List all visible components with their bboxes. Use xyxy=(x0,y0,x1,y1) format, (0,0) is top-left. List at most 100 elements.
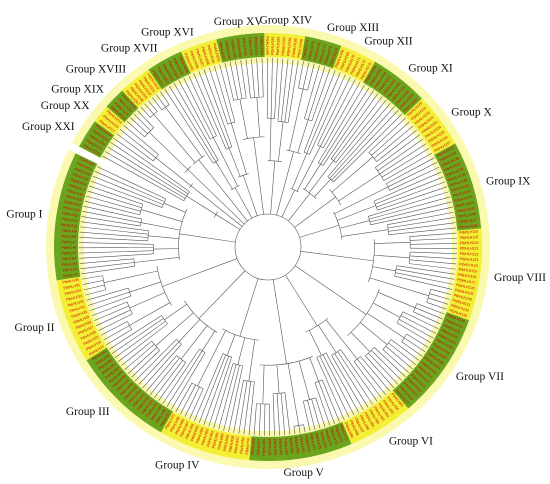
leaf-branch xyxy=(96,166,166,200)
leaf-branch xyxy=(80,226,149,235)
clade-arc xyxy=(222,353,232,358)
leaf-branch xyxy=(80,221,149,232)
leaf-branch xyxy=(124,344,155,371)
leaf-label: PtbHLH16 xyxy=(67,189,84,197)
group-stem xyxy=(198,270,246,319)
leaf-branch xyxy=(335,99,387,163)
leaf-label: PtbHLH10 xyxy=(60,223,77,229)
leaf-label: PtbHLH66 xyxy=(185,423,195,440)
leaf-branch xyxy=(409,263,456,270)
leaf-label: PtbHLH122 xyxy=(460,252,479,257)
leaf-label: PtbHLH169 xyxy=(340,52,351,71)
group-segment-16 xyxy=(180,39,223,74)
leaf-label: PtbHLH70 xyxy=(164,414,176,430)
leaf-branch xyxy=(320,87,370,165)
clade-stem xyxy=(372,266,396,272)
leaf-label: PtbHLH196 xyxy=(189,50,200,69)
leaf-branch xyxy=(373,171,442,202)
leaf-branch xyxy=(373,347,406,377)
group-arc xyxy=(347,289,380,337)
leaf-branch xyxy=(428,297,449,305)
clade-stem xyxy=(276,364,280,394)
clade-stem xyxy=(334,186,389,214)
leaf-branch xyxy=(261,58,264,98)
leaf-branch xyxy=(229,61,239,100)
leaf-label: PtbHLH83 xyxy=(278,439,283,456)
leaf-label: PtbHLH96 xyxy=(359,414,370,430)
leaf-label: PtbHLH33 xyxy=(66,294,83,302)
leaf-branch xyxy=(213,363,234,429)
leaf-branch xyxy=(302,62,310,90)
group-label-11: Group XI xyxy=(408,62,453,74)
leaf-branch xyxy=(416,303,445,315)
leaf-label: PtbHLH85 xyxy=(268,439,272,456)
leaf-label: PtbHLH194 xyxy=(259,36,264,55)
clade-stem xyxy=(372,302,401,318)
leaf-label: PtbHLH34 xyxy=(64,289,81,297)
group-segment-8 xyxy=(446,228,482,321)
leaf-branch xyxy=(382,349,410,374)
leaf-branch xyxy=(340,349,378,402)
group-stem xyxy=(270,160,276,215)
leaf-branch xyxy=(89,295,132,311)
group-stem xyxy=(239,278,259,337)
leaf-label: PtbHLH86 xyxy=(262,439,266,456)
leaf-label: PtbHLH64 xyxy=(195,427,204,444)
leaf-label: PtbHLH57 xyxy=(234,436,241,453)
clade-stem xyxy=(374,254,410,259)
leaf-branch xyxy=(79,237,148,242)
leaf-label: PtbHLH77 xyxy=(309,434,317,451)
leaf-label: PtbHLH182 xyxy=(276,37,281,56)
clade-stem xyxy=(197,330,226,387)
leaf-branch xyxy=(144,103,154,115)
group-label-7: Group VII xyxy=(456,371,504,383)
leaf-branch xyxy=(376,181,446,208)
clade-arc xyxy=(153,154,159,162)
group-segment-12 xyxy=(332,45,375,83)
leaf-branch xyxy=(87,190,142,209)
leaf-branch xyxy=(104,151,186,199)
leaf-label: PtbHLH143 xyxy=(454,195,473,203)
tree-branches xyxy=(79,58,457,436)
clade-arc xyxy=(426,289,431,303)
leaf-label: PtbHLH193 xyxy=(253,37,258,56)
group-stem xyxy=(285,274,318,327)
leaf-branch xyxy=(107,146,187,197)
leaf-label: PtbHLH82 xyxy=(283,438,288,455)
clade-stem xyxy=(378,292,416,308)
clade-arc xyxy=(161,198,167,208)
leaf-label: PtbHLH118 xyxy=(459,229,478,234)
leaf-branch xyxy=(100,321,128,336)
leaf-branch xyxy=(396,265,456,275)
group-segment-11 xyxy=(363,61,422,116)
group-arc xyxy=(259,356,313,366)
leaf-branch xyxy=(243,381,251,435)
leaf-branch xyxy=(390,339,420,361)
leaf-branch xyxy=(193,73,227,150)
leaf-label: PtbHLH123 xyxy=(460,257,479,262)
clade-arc xyxy=(353,356,361,362)
leaf-branch xyxy=(116,133,154,162)
clade-arc xyxy=(133,258,136,267)
group-segment-15 xyxy=(216,33,265,63)
leaf-branch xyxy=(235,60,243,99)
leaf-branch xyxy=(322,379,340,423)
leaf-branch xyxy=(409,232,457,237)
leaf-branch xyxy=(93,305,129,322)
leaf-branch xyxy=(303,424,306,433)
leaf-label: PtbHLH80 xyxy=(294,437,300,454)
group-arc xyxy=(267,160,282,163)
leaf-branch xyxy=(85,289,106,296)
group-label-6: Group VI xyxy=(389,435,433,447)
leaf-branch xyxy=(307,400,316,431)
leaf-label: PtbHLH74 xyxy=(324,429,333,446)
leaf-label: PtbHLH136 xyxy=(441,156,460,167)
leaf-label: PtbHLH101 xyxy=(445,318,464,329)
leaf-label: PtbHLH61 xyxy=(211,432,219,449)
leaf-label: PtbHLH21 xyxy=(76,162,93,172)
leaf-branch xyxy=(251,58,256,98)
leaf-branch xyxy=(103,325,130,341)
leaf-label: PtbHLH81 xyxy=(288,437,294,454)
leaf-label: PtbHLH3 xyxy=(62,262,77,267)
clade-stem xyxy=(239,98,248,139)
